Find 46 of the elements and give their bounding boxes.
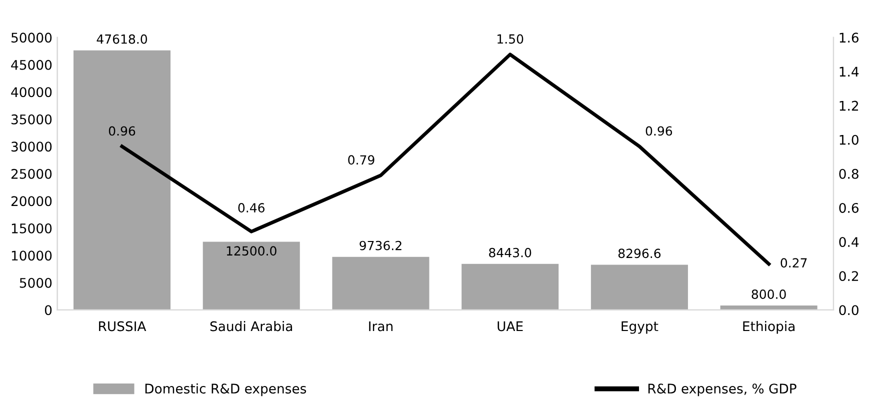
data-label: 0.96 [646, 126, 672, 136]
data-label: 12500.0 [226, 246, 276, 256]
y-tick-label: 45000 [11, 60, 52, 70]
y-tick-label: 25000 [11, 168, 52, 179]
data-label: 9736.2 [360, 240, 402, 250]
y2-tick-label: 0.4 [839, 237, 859, 247]
y2-tick-label: 1.2 [840, 100, 858, 111]
y2-tick-label: 1.0 [840, 134, 858, 145]
bar [720, 306, 818, 310]
x-tick-label: RUSSIA [99, 321, 146, 332]
y-tick-label: 30000 [12, 142, 52, 152]
y-tick-label: 35000 [12, 114, 52, 124]
data-label: 47618.0 [96, 34, 148, 44]
y-tick-label: 15000 [12, 223, 52, 234]
y2-tick-label: 1.6 [840, 32, 859, 43]
data-label: 0.79 [348, 155, 374, 165]
legend-label: Domestic R&D expenses [145, 383, 306, 396]
data-label: 8296.6 [618, 248, 661, 258]
x-tick-label: Egypt [622, 321, 658, 334]
bar [332, 256, 430, 310]
x-tick-label: UAE [498, 321, 523, 332]
y2-tick-label: 0.6 [839, 202, 859, 213]
y-tick-label: 10000 [12, 250, 52, 261]
x-tick-label: Ethiopia [743, 321, 794, 334]
bar [462, 264, 559, 310]
data-label: 0.27 [780, 258, 807, 268]
y-tick-label: 20000 [11, 196, 52, 206]
data-label: 0.96 [108, 126, 136, 136]
y-tick-label: 40000 [11, 87, 52, 98]
bar [202, 242, 300, 310]
x-tick-label: Saudi Arabia [210, 321, 292, 332]
y-tick-label: 5000 [20, 278, 52, 288]
y2-tick-label: 0.8 [839, 168, 858, 179]
y2-tick-label: 0.2 [839, 271, 858, 282]
data-label: 800.0 [752, 290, 786, 299]
x-tick-label: Iran [369, 321, 392, 332]
data-label: 0.46 [238, 203, 264, 212]
bar [74, 50, 171, 310]
data-label: 8443.0 [489, 248, 532, 258]
bar [590, 264, 688, 310]
y-tick-label: 50000 [12, 32, 52, 43]
y-tick-label: 0 [44, 305, 52, 316]
data-label: 1.50 [498, 34, 524, 44]
legend-label: R&D expenses, % GDP [648, 384, 796, 396]
y2-tick-label: 0.0 [839, 305, 858, 316]
y2-tick-label: 1.4 [840, 66, 859, 77]
